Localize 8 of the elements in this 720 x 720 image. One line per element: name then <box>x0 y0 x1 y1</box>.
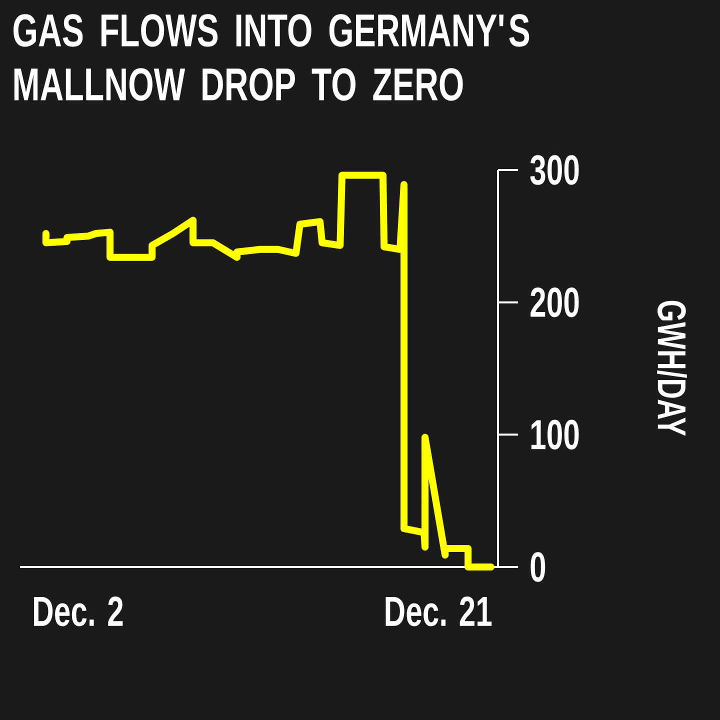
y-tick-label: 100 <box>531 420 579 450</box>
y-tick-label: 300 <box>530 155 579 185</box>
x-tick-label: Dec. 2 <box>34 596 123 626</box>
y-axis-title: GWH/DAY <box>657 300 687 436</box>
y-tick-label: 200 <box>530 287 579 318</box>
x-tick-label: Dec. 21 <box>386 596 492 626</box>
y-tick-label: 0 <box>530 552 546 582</box>
chart-title: GAS FLOWS INTO GERMANY'S MALLNOW DROP TO ZERO <box>14 14 530 101</box>
